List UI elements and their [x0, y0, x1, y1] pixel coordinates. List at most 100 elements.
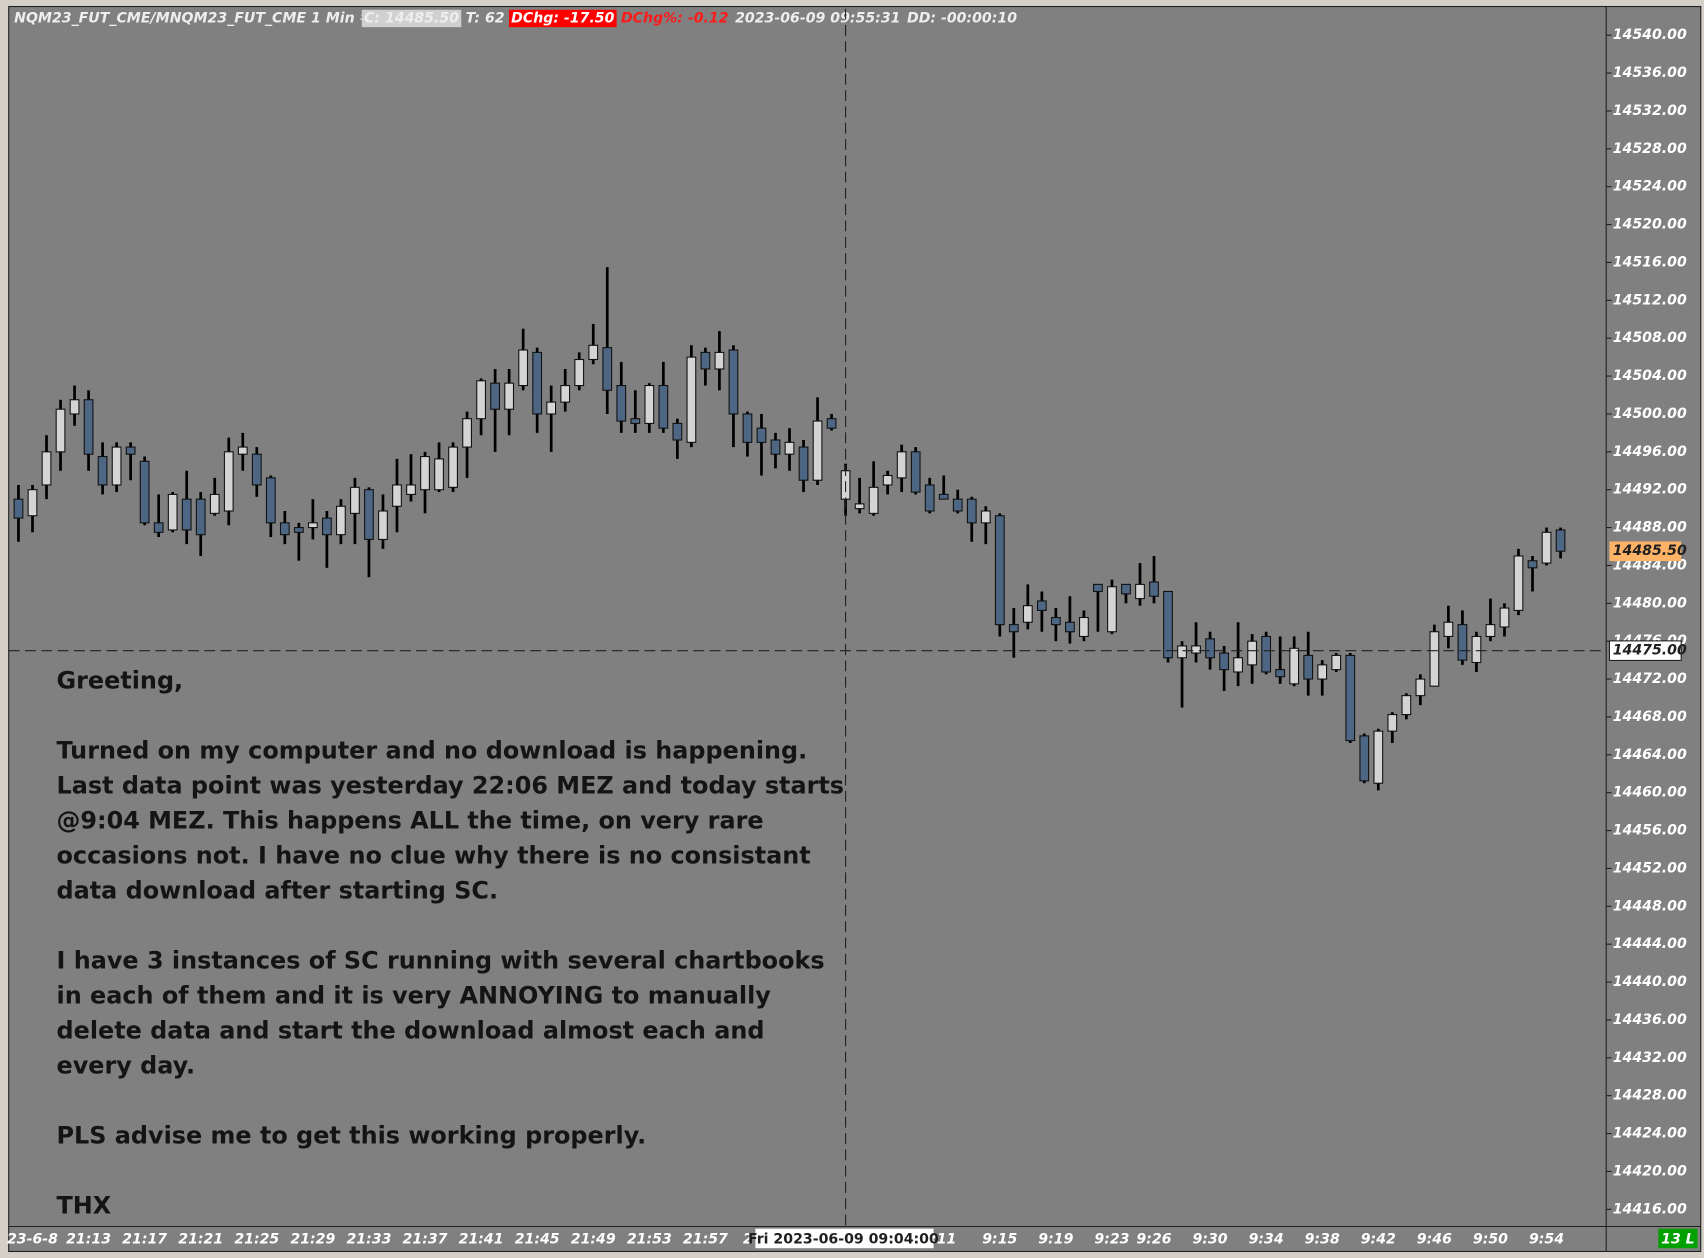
x-tick-label: :11 [931, 1232, 956, 1248]
candle-body [237, 446, 248, 455]
y-tick-label: 14420.00 [1613, 1163, 1687, 1179]
candle-body [111, 446, 122, 486]
candle-body [1471, 635, 1482, 664]
candle-body [728, 349, 739, 415]
y-tick-label: 14540.00 [1613, 27, 1687, 43]
x-tick-label: 21:57 [683, 1232, 728, 1248]
message-line: occasions not. I have no clue why there … [57, 842, 811, 870]
last-price-box [1609, 541, 1682, 562]
y-tick-label: 14452.00 [1613, 860, 1687, 876]
candle-body [97, 456, 108, 486]
x-tick-label: 21:49 [571, 1232, 616, 1248]
y-tick-label: 14516.00 [1613, 254, 1687, 270]
y-tick-label: 14440.00 [1613, 974, 1687, 990]
x-tick-label: 2 [743, 1232, 753, 1248]
bar-count: 13 L [1661, 1232, 1695, 1248]
candle-body [980, 510, 991, 524]
candle-body [742, 413, 753, 443]
candle-body [195, 498, 206, 536]
candle-body [1331, 654, 1342, 671]
candle-body [1275, 669, 1286, 678]
candle-body [532, 351, 543, 415]
x-tick-label: 21:29 [290, 1232, 335, 1248]
x-tick-label: 21:17 [122, 1232, 167, 1248]
candle-body [756, 427, 767, 443]
candle-body [1233, 657, 1244, 673]
candle-body [1149, 581, 1159, 597]
candle-body [826, 418, 837, 429]
crosshair-time-label: Fri 2023-06-09 09:04:00 [748, 1232, 939, 1248]
candle-body [336, 505, 346, 536]
candle-body [69, 399, 80, 415]
candle-body [83, 399, 94, 455]
daily-change: DChg: -17.50 [511, 10, 614, 26]
candle-body [420, 456, 430, 491]
candle-body [1261, 635, 1272, 673]
crosshair-time-box [755, 1228, 934, 1249]
y-tick-label: 14432.00 [1613, 1050, 1687, 1066]
candle-body [279, 522, 290, 536]
candle-body [1555, 529, 1566, 552]
candle-body [1527, 560, 1538, 569]
y-tick-label: 14468.00 [1613, 709, 1687, 725]
y-tick-label: 14508.00 [1613, 330, 1687, 346]
x-tick-label: 21:41 [459, 1232, 504, 1248]
y-tick-label: 14472.00 [1613, 671, 1687, 687]
message-line: every day. [57, 1052, 196, 1080]
candle-body [1135, 583, 1145, 600]
x-tick-label: 9:42 [1361, 1232, 1396, 1248]
y-tick-label: 14436.00 [1613, 1012, 1687, 1028]
candle-body [350, 486, 360, 514]
y-tick-label: 14428.00 [1613, 1088, 1687, 1104]
candle-body [994, 515, 1005, 626]
candle-body [223, 451, 234, 512]
candle-body [658, 384, 669, 429]
x-tick-label: 21:33 [346, 1232, 391, 1248]
candle-body [1513, 555, 1524, 611]
y-tick-label: 14416.00 [1613, 1201, 1687, 1217]
candle-body [1541, 531, 1552, 564]
candle-body [307, 522, 318, 529]
chart-background [8, 5, 1702, 1253]
candle-body [1457, 624, 1468, 661]
x-tick-label: 9:46 [1417, 1232, 1452, 1248]
x-tick-label: 9:26 [1136, 1232, 1171, 1248]
candle-body [1177, 645, 1187, 659]
candle-body [321, 517, 332, 536]
symbol: NQM23_FUT_CME/MNQM23_FUT_CME 1 Min #4 [14, 10, 379, 26]
candle-body [1303, 654, 1314, 680]
message-line: @9:04 MEZ. This happens ALL the time, on… [57, 807, 764, 835]
candle-body [882, 474, 893, 486]
candle-body [406, 484, 416, 495]
x-tick-label: 21:53 [627, 1232, 672, 1248]
candle-body [1219, 652, 1229, 671]
candle-body [672, 422, 683, 441]
candle-body [1008, 624, 1019, 633]
x-tick-label: 21:37 [403, 1232, 448, 1248]
candle-body [1373, 730, 1384, 784]
candle-body [868, 486, 879, 514]
x-tick-label: 9:38 [1305, 1232, 1340, 1248]
candle-body [1359, 735, 1370, 782]
y-tick-label: 14536.00 [1613, 65, 1687, 81]
candle-body [630, 418, 641, 424]
candle-body [1247, 640, 1258, 666]
last-price-label: 14485.50 [1613, 543, 1687, 559]
x-tick-label: 21:21 [178, 1232, 223, 1248]
candle-body [1205, 638, 1215, 659]
candle-body [602, 347, 613, 391]
candle-body [546, 401, 557, 415]
message-line: Greeting, [57, 667, 184, 695]
message-line: delete data and start the download almos… [57, 1017, 765, 1045]
candle-body [55, 408, 66, 453]
candle-body [125, 446, 136, 455]
x-tick-label: 9:15 [982, 1232, 1017, 1248]
x-tick-label: 9:54 [1529, 1232, 1564, 1248]
candle-body [1485, 624, 1496, 638]
candle-body [504, 382, 515, 410]
message-line: PLS advise me to get this working proper… [57, 1122, 647, 1150]
candle-body [798, 446, 809, 481]
y-tick-label: 14500.00 [1613, 406, 1687, 422]
